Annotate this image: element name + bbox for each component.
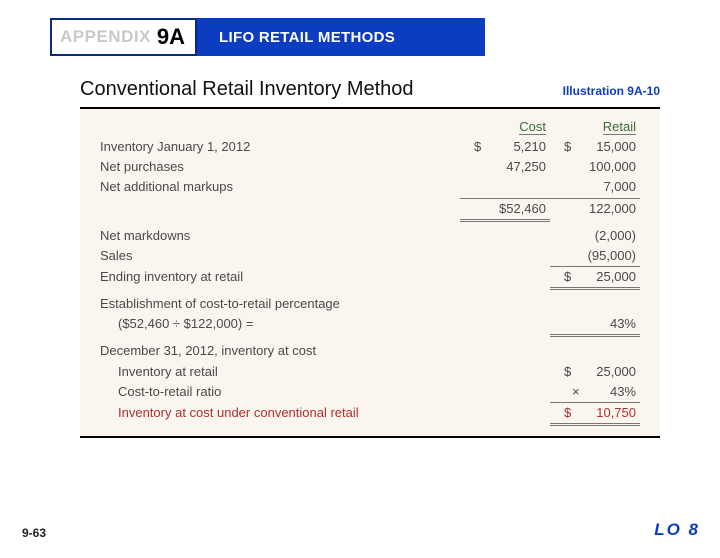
cell: 43% bbox=[610, 384, 636, 399]
row-label: Net markdowns bbox=[100, 226, 460, 246]
cell: 5,210 bbox=[513, 139, 546, 154]
header-row: APPENDIX 9A LIFO RETAIL METHODS bbox=[50, 18, 720, 56]
title-text: LIFO RETAIL METHODS bbox=[219, 29, 395, 46]
cell: 25,000 bbox=[596, 364, 636, 379]
appendix-box: APPENDIX 9A bbox=[50, 18, 197, 56]
cell: 100,000 bbox=[589, 159, 636, 174]
table-row: Inventory at retail $25,000 bbox=[100, 362, 640, 382]
row-label: Establishment of cost-to-retail percenta… bbox=[100, 294, 460, 314]
illustration-label: Illustration 9A-10 bbox=[563, 84, 660, 98]
table-row: ($52,460 ÷ $122,000) = 43% bbox=[100, 314, 640, 337]
inventory-table: Cost Retail Inventory January 1, 2012 $5… bbox=[80, 109, 660, 438]
table-row: Net markdowns (2,000) bbox=[100, 226, 640, 246]
cell: 25,000 bbox=[596, 269, 636, 284]
cell: 10,750 bbox=[596, 405, 636, 420]
table-row: Ending inventory at retail $25,000 bbox=[100, 267, 640, 290]
row-label: December 31, 2012, inventory at cost bbox=[100, 341, 460, 361]
row-label: Net additional markups bbox=[100, 177, 460, 198]
table-row: Sales (95,000) bbox=[100, 246, 640, 267]
row-label: Sales bbox=[100, 246, 460, 267]
table-row: Establishment of cost-to-retail percenta… bbox=[100, 294, 640, 314]
cell: 122,000 bbox=[589, 201, 636, 216]
row-label: ($52,460 ÷ $122,000) = bbox=[100, 314, 460, 337]
appendix-number: 9A bbox=[157, 24, 185, 50]
table-row: Inventory January 1, 2012 $5,210 $15,000 bbox=[100, 137, 640, 157]
cell: (2,000) bbox=[595, 228, 636, 243]
row-label: Inventory at retail bbox=[100, 362, 460, 382]
row-label: Inventory January 1, 2012 bbox=[100, 137, 460, 157]
table-row: Net purchases 47,250 100,000 bbox=[100, 157, 640, 177]
cell: 7,000 bbox=[603, 179, 636, 194]
cell: $52,460 bbox=[499, 201, 546, 216]
table-row: $52,460 122,000 bbox=[100, 199, 640, 222]
cell: 43% bbox=[610, 316, 636, 331]
appendix-label: APPENDIX bbox=[60, 27, 151, 47]
row-label: Cost-to-retail ratio bbox=[100, 382, 460, 403]
subtitle: Conventional Retail Inventory Method bbox=[80, 78, 414, 101]
cell: 47,250 bbox=[506, 159, 546, 174]
row-label: Ending inventory at retail bbox=[100, 267, 460, 290]
learning-objective: LO 8 bbox=[654, 520, 700, 540]
col-retail: Retail bbox=[603, 119, 636, 135]
col-cost: Cost bbox=[519, 119, 546, 135]
table-row-final: Inventory at cost under conventional ret… bbox=[100, 403, 640, 426]
row-label: Net purchases bbox=[100, 157, 460, 177]
page-number: 9-63 bbox=[22, 526, 46, 540]
row-label: Inventory at cost under conventional ret… bbox=[100, 403, 460, 426]
table-row: December 31, 2012, inventory at cost bbox=[100, 341, 640, 361]
table-row: Net additional markups 7,000 bbox=[100, 177, 640, 198]
title-bar: LIFO RETAIL METHODS bbox=[197, 18, 485, 56]
table-header: Cost Retail bbox=[100, 117, 640, 137]
cell: 15,000 bbox=[596, 139, 636, 154]
cell: (95,000) bbox=[588, 248, 636, 263]
table-row: Cost-to-retail ratio ×43% bbox=[100, 382, 640, 403]
subtitle-row: Conventional Retail Inventory Method Ill… bbox=[80, 78, 660, 101]
